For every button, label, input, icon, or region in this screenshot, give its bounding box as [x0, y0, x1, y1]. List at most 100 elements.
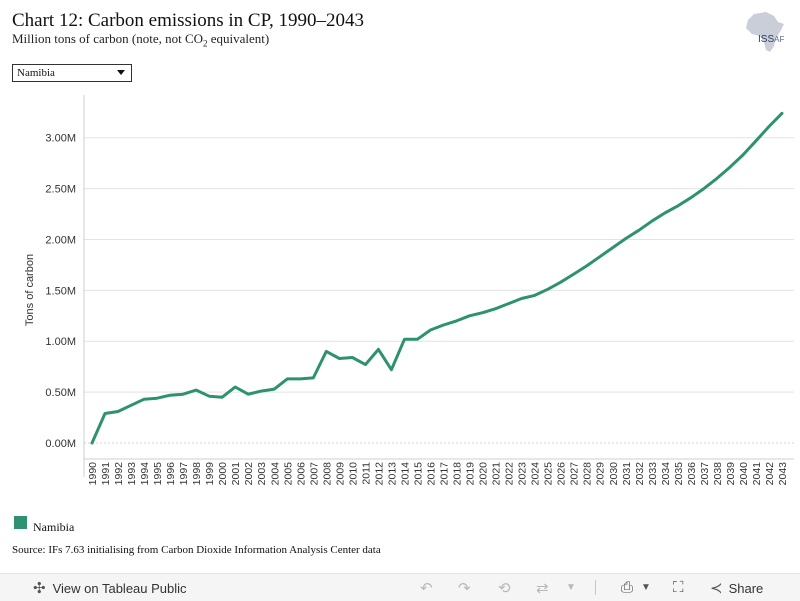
- redo-icon[interactable]: ↷: [458, 580, 471, 597]
- subtitle-subscript: 2: [203, 38, 208, 49]
- view-on-tableau-link[interactable]: ✣ View on Tableau Public: [33, 579, 187, 597]
- x-tick-label: 2002: [243, 462, 255, 485]
- legend-swatch: [14, 516, 27, 529]
- x-tick-label: 2029: [595, 462, 607, 485]
- x-tick-label: 2005: [282, 462, 294, 485]
- x-tick-label: 2014: [399, 462, 411, 485]
- x-tick-label: 2024: [530, 462, 542, 485]
- logo-suffix: AF: [774, 35, 785, 44]
- subtitle-text-end: equivalent): [207, 31, 270, 46]
- share-label: Share: [728, 580, 764, 596]
- x-tick-label: 2017: [439, 462, 451, 485]
- y-tick-label: 2.50M: [45, 184, 76, 196]
- x-tick-label: 2001: [230, 462, 242, 485]
- x-tick-label: 2008: [321, 462, 333, 485]
- x-tick-label: 2000: [217, 462, 229, 485]
- x-tick-label: 2032: [634, 462, 646, 485]
- x-tick-label: 2018: [452, 462, 464, 485]
- x-tick-label: 2034: [660, 462, 672, 485]
- chart-subtitle: Million tons of carbon (note, not CO2 eq…: [12, 31, 269, 49]
- y-tick-label: 0.00M: [45, 438, 76, 450]
- x-tick-label: 1994: [139, 462, 151, 485]
- x-tick-label: 2040: [738, 462, 750, 485]
- country-select[interactable]: Namibia: [12, 64, 132, 82]
- source-note: Source: IFs 7.63 initialising from Carbo…: [12, 544, 381, 556]
- y-axis: 0.00M 0.50M 1.00M 1.50M 2.00M 2.50M 3.00M Tons …: [24, 95, 85, 477]
- x-tick-label: 2022: [504, 462, 516, 485]
- x-tick-label: 1993: [126, 462, 138, 485]
- x-tick-label: 2016: [425, 462, 437, 485]
- tableau-icon: ✣: [33, 580, 46, 597]
- x-tick-label: 1991: [100, 462, 112, 485]
- x-tick-label: 2010: [347, 462, 359, 485]
- x-tick-label: 2025: [543, 462, 555, 485]
- caret-down-icon: [117, 70, 125, 75]
- refresh-menu-chevron-icon[interactable]: ▼: [566, 582, 576, 593]
- iss-logo: ISSAF: [758, 34, 784, 45]
- x-tick-label: 2043: [777, 462, 789, 485]
- x-tick-label: 1999: [204, 462, 216, 485]
- x-tick-label: 2031: [621, 462, 633, 485]
- series-line-namibia: [90, 111, 784, 445]
- x-tick-label: 2036: [686, 462, 698, 485]
- x-tick-label: 2015: [412, 462, 424, 485]
- country-select-value: Namibia: [17, 67, 55, 79]
- revert-icon[interactable]: ⟲: [498, 580, 511, 597]
- legend: Namibia: [14, 510, 74, 535]
- line-chart: 0.00M 0.50M 1.00M 1.50M 2.00M 2.50M 3.00M Tons …: [24, 95, 794, 485]
- y-tick-label: 1.00M: [45, 336, 76, 348]
- x-tick-label: 2035: [673, 462, 685, 485]
- x-tick-label: 2042: [764, 462, 776, 485]
- x-tick-label: 2007: [308, 462, 320, 485]
- x-tick-label: 2011: [360, 462, 372, 485]
- y-tick-label: 1.50M: [45, 285, 76, 297]
- x-tick-label: 2012: [373, 462, 385, 485]
- subtitle-text: Million tons of carbon (note, not CO: [12, 31, 204, 46]
- x-tick-label: 2028: [582, 462, 594, 485]
- share-button[interactable]: ≺ Share: [710, 579, 763, 597]
- x-tick-label: 2009: [334, 462, 346, 485]
- x-tick-label: 2039: [725, 462, 737, 485]
- x-tick-label: 2037: [699, 462, 711, 485]
- x-tick-label: 2003: [256, 462, 268, 485]
- y-tick-label: 3.00M: [45, 133, 76, 145]
- toolbar-divider: [595, 580, 596, 595]
- x-tick-label: 2013: [386, 462, 398, 485]
- x-tick-label: 2006: [295, 462, 307, 485]
- y-tick-label: 0.50M: [45, 387, 76, 399]
- logo-text: ISS: [758, 34, 775, 45]
- gridlines: [84, 137, 794, 444]
- x-tick-label: 2023: [517, 462, 529, 485]
- y-axis-title: Tons of carbon: [24, 254, 36, 326]
- x-tick-label: 1992: [113, 462, 125, 485]
- x-tick-label: 1996: [165, 462, 177, 485]
- x-tick-label: 2038: [712, 462, 724, 485]
- x-tick-label: 2033: [647, 462, 659, 485]
- x-tick-label: 1990: [87, 462, 99, 485]
- share-icon: ≺: [710, 580, 723, 597]
- x-tick-label: 2020: [478, 462, 490, 485]
- x-tick-label: 2021: [491, 462, 503, 485]
- refresh-icon[interactable]: ⇄: [536, 580, 549, 597]
- legend-label: Namibia: [33, 520, 75, 534]
- download-icon[interactable]: ⎙: [621, 579, 634, 596]
- x-axis: 1990 1991 1992 1993 1994 1995 1996 1997 1998 1999…: [84, 458, 794, 485]
- x-tick-label: 2030: [608, 462, 620, 485]
- tableau-toolbar: ✣ View on Tableau Public ↶ ↷ ⟲ ⇄ ▼ ⎙ ▼ ⛶…: [0, 573, 800, 601]
- y-tick-label: 2.00M: [45, 234, 76, 246]
- x-tick-label: 2027: [569, 462, 581, 485]
- x-tick-label: 1998: [191, 462, 203, 485]
- x-tick-label: 1995: [152, 462, 164, 485]
- series-layer: [90, 111, 784, 445]
- fullscreen-icon[interactable]: ⛶: [673, 579, 684, 596]
- chart-title: Chart 12: Carbon emissions in CP, 1990–2…: [12, 10, 365, 31]
- undo-icon[interactable]: ↶: [420, 580, 433, 597]
- x-tick-label: 2026: [556, 462, 568, 485]
- x-tick-label: 2019: [465, 462, 477, 485]
- x-tick-label: 2041: [751, 462, 763, 485]
- x-tick-label: 2004: [269, 462, 281, 485]
- view-on-tableau-label: View on Tableau Public: [52, 580, 187, 596]
- download-menu-chevron-icon[interactable]: ▼: [641, 582, 651, 593]
- africa-map-icon: [746, 12, 784, 52]
- x-tick-label: 1997: [178, 462, 190, 485]
